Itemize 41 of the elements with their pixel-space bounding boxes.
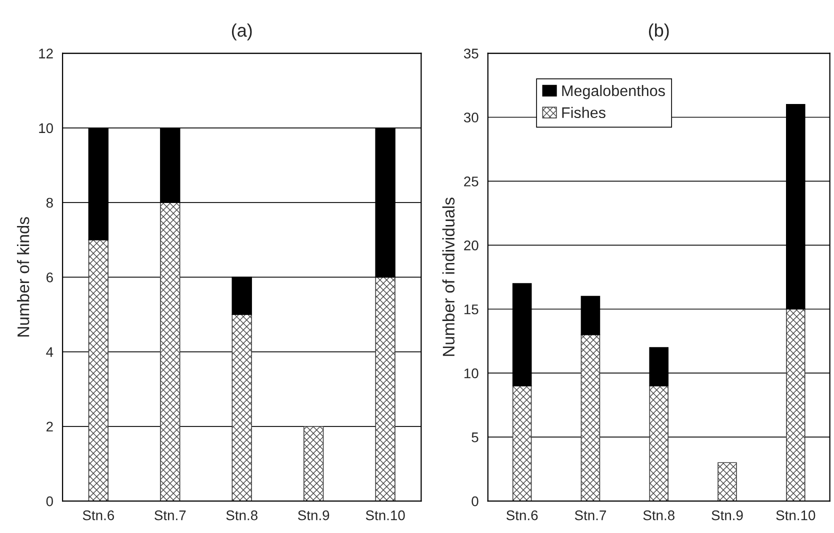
y-tick-label: 25 — [464, 176, 478, 186]
y-tick-label: 20 — [464, 240, 478, 250]
x-tick-label: Stn.7 — [574, 510, 606, 520]
x-tick-label: Stn.6 — [506, 510, 538, 520]
x-tick-label: Stn.9 — [712, 510, 743, 520]
x-tick-label: Stn.8 — [643, 510, 674, 520]
legend-label: Megalobenthos — [562, 84, 665, 100]
bar — [649, 385, 669, 502]
y-tick-label: 6 — [46, 272, 53, 282]
y-tick-label: 30 — [464, 112, 478, 122]
x-tick-label: Stn.10 — [776, 510, 816, 520]
bar — [375, 276, 396, 502]
bar — [512, 385, 532, 502]
y-axis-title: Number of kinds — [16, 217, 30, 336]
chart-title: (a) — [232, 24, 252, 40]
x-tick-label: Stn.10 — [366, 510, 405, 520]
y-tick-label: 12 — [39, 48, 53, 58]
x-tick-label: Stn.6 — [82, 510, 114, 520]
bar — [786, 308, 806, 502]
bar — [303, 426, 324, 502]
bar — [580, 334, 600, 502]
y-tick-label: 15 — [464, 304, 478, 314]
x-tick-label: Stn.7 — [154, 510, 186, 520]
y-tick-label: 10 — [39, 123, 53, 134]
bar — [718, 462, 737, 502]
chart-title: (b) — [648, 24, 669, 40]
y-tick-label: 8 — [46, 198, 53, 208]
y-tick-label: 2 — [46, 422, 53, 432]
legend-label: Fishes — [562, 106, 606, 118]
y-tick-label: 4 — [46, 347, 54, 357]
y-tick-label: 5 — [472, 432, 478, 442]
bar — [88, 239, 109, 502]
y-tick-label: 0 — [46, 496, 53, 506]
y-tick-label: 10 — [464, 368, 478, 378]
y-tick-label: 0 — [472, 496, 478, 506]
y-tick-label: 35 — [464, 48, 478, 58]
bar — [232, 314, 252, 502]
x-tick-label: Stn.9 — [298, 510, 330, 520]
y-axis-title: Number of individuals — [442, 198, 455, 356]
bar — [160, 202, 180, 502]
x-tick-label: Stn.8 — [226, 510, 258, 520]
